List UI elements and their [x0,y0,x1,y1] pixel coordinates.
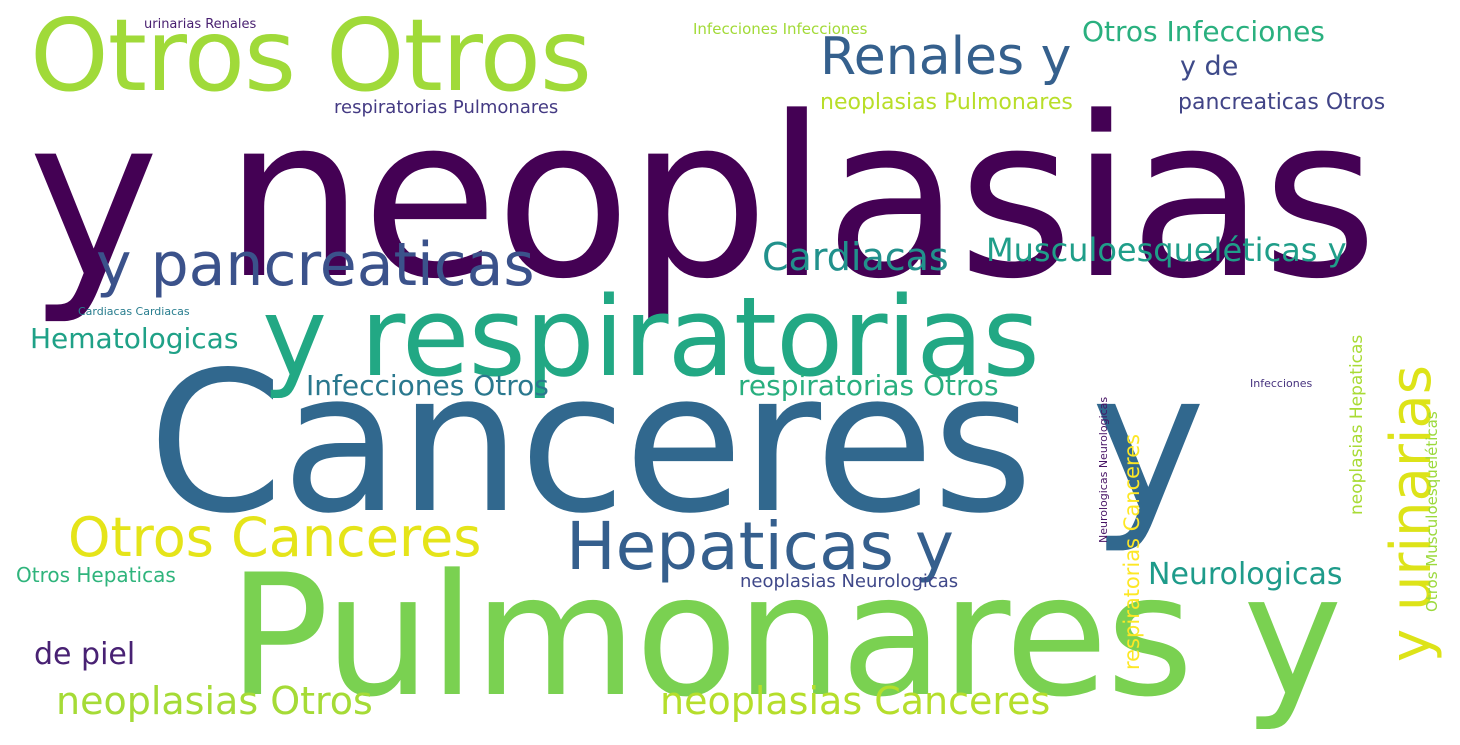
cloud-word: de piel [34,637,136,672]
cloud-word: Renales y [820,27,1072,87]
cloud-word: Otros Hepaticas [16,563,176,587]
cloud-word: y de [1180,51,1239,82]
cloud-word-vertical: respiratorias Canceres [1120,433,1144,670]
cloud-word: y neoplasias [28,70,1378,328]
cloud-word-vertical: Otros Musculoesqueléticas [1423,411,1441,612]
cloud-word: Hematologicas [30,322,239,355]
cloud-word: Infecciones Infecciones [693,20,868,38]
cloud-word: Otros Infecciones [1082,15,1325,48]
cloud-word: Hepaticas y [566,508,954,585]
cloud-word: Otros Otros [30,0,592,114]
cloud-word: neoplasias Canceres [660,679,1051,723]
cloud-word: Otros Canceres [68,506,482,569]
cloud-word: Infecciones Otros [306,369,549,402]
cloud-word: Musculoesqueléticas y [986,231,1347,269]
cloud-word: respiratorias Pulmonares [334,97,559,118]
cloud-word: urinarias Renales [144,17,257,32]
cloud-word: neoplasias Pulmonares [820,90,1073,115]
cloud-word: y respiratorias [262,273,1040,401]
cloud-word: neoplasias Otros [56,679,373,723]
cloud-word: neoplasias Neurologicas [740,571,959,592]
cloud-word: Neurologicas [1148,557,1343,592]
cloud-word-vertical: neoplasias Hepaticas [1347,334,1367,515]
cloud-word: Pulmonares y [228,538,1342,734]
cloud-word: respiratorias Otros [738,369,999,402]
cloud-word: Canceres y [148,330,1206,556]
cloud-word: Infecciones [1250,377,1313,390]
cloud-word: Cardiacas [762,235,949,279]
cloud-word: pancreaticas Otros [1178,90,1386,115]
cloud-word: y pancreaticas [96,230,535,300]
cloud-word-vertical: Neurologicas Neurologicas [1097,396,1110,543]
cloud-word: Cardiacas Cardiacas [78,305,190,318]
